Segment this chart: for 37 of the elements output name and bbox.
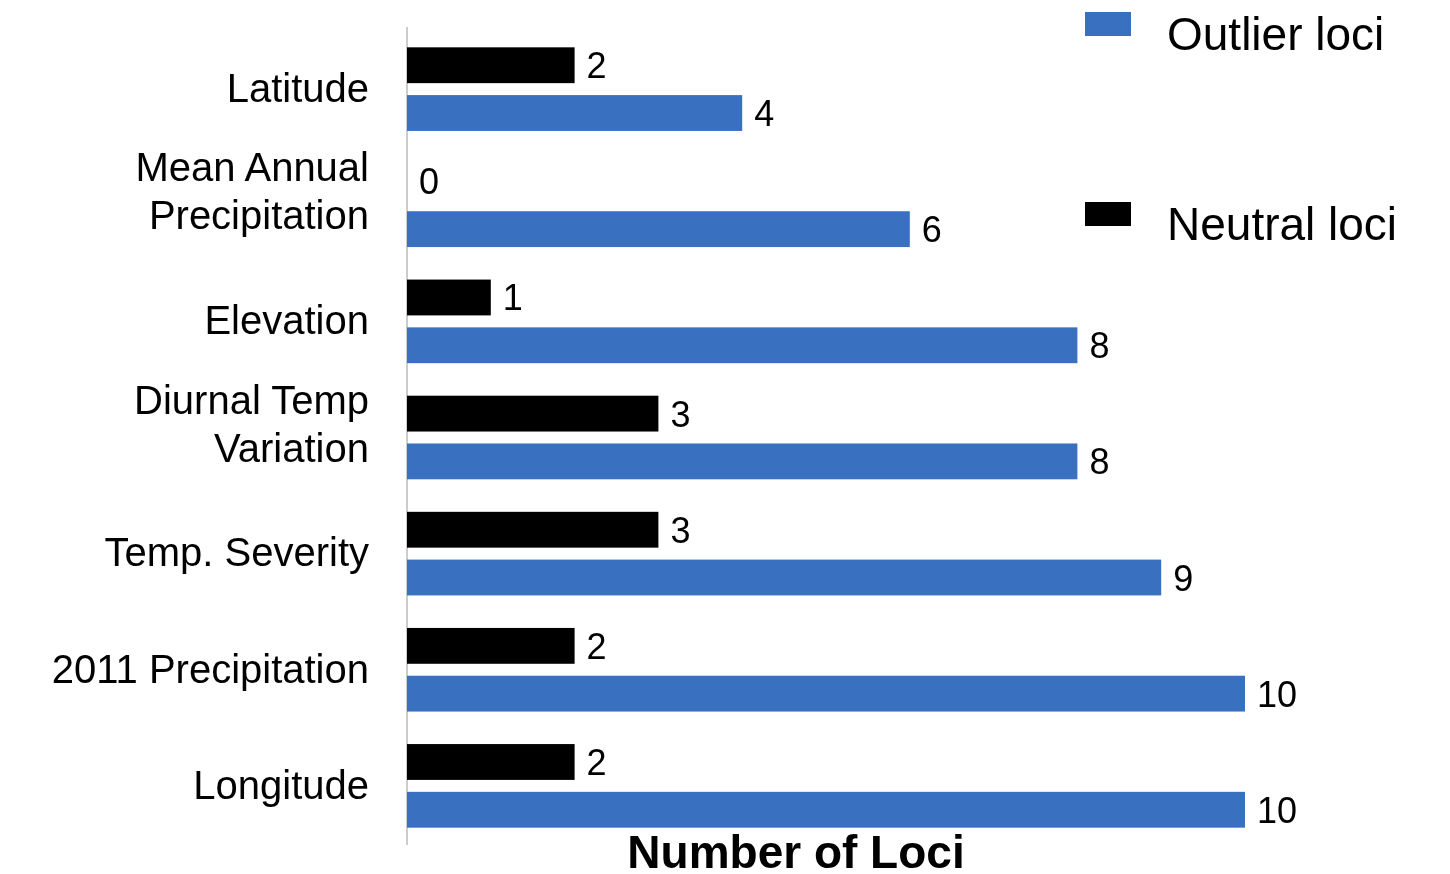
bar	[407, 675, 1245, 712]
y-tick-label: Temp. Severity	[104, 530, 369, 575]
y-tick-label: Mean Annual Precipitation	[135, 145, 369, 238]
bar	[407, 559, 1162, 596]
bar	[407, 443, 1078, 480]
data-label: 8	[1089, 441, 1110, 483]
data-label: 0	[419, 161, 440, 203]
y-tick-label: Latitude	[226, 65, 369, 110]
bar	[407, 744, 575, 780]
data-label: 8	[1089, 325, 1110, 367]
bar	[407, 279, 491, 316]
bar	[407, 327, 1078, 364]
data-label: 3	[670, 393, 691, 435]
bar	[407, 47, 575, 84]
bar	[407, 627, 575, 664]
data-label: 6	[921, 209, 942, 251]
legend-label: Outlier loci	[1167, 8, 1385, 60]
y-tick-label: 2011 Precipitation	[51, 646, 369, 691]
y-tick-label: Longitude	[193, 762, 369, 807]
data-label: 10	[1257, 789, 1298, 831]
data-label: 2	[586, 45, 607, 87]
bar	[407, 211, 910, 248]
bar	[407, 511, 659, 548]
data-label: 4	[754, 93, 775, 135]
data-label: 2	[586, 741, 607, 783]
bar	[407, 95, 743, 131]
data-label: 10	[1257, 673, 1298, 715]
y-tick-label: Diurnal Temp Variation	[134, 377, 369, 470]
bar	[407, 791, 1245, 828]
data-label: 3	[670, 509, 691, 551]
bar	[407, 395, 659, 432]
y-tick-label: Elevation	[204, 298, 369, 343]
data-label: 1	[502, 277, 523, 319]
legend-label: Neutral loci	[1167, 198, 1398, 250]
data-label: 2	[586, 625, 607, 667]
data-label: 9	[1173, 557, 1194, 599]
x-axis-title: Number of Loci	[627, 826, 965, 874]
